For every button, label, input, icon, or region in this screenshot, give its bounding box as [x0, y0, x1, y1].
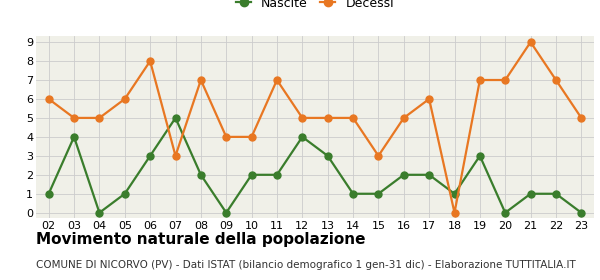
Decessi: [172, 154, 179, 158]
Nascite: [527, 192, 534, 195]
Nascite: [70, 135, 77, 139]
Decessi: [527, 40, 534, 44]
Nascite: [45, 192, 52, 195]
Decessi: [223, 135, 230, 139]
Legend: Nascite, Decessi: Nascite, Decessi: [231, 0, 399, 15]
Nascite: [502, 211, 509, 214]
Decessi: [274, 78, 281, 82]
Decessi: [70, 116, 77, 120]
Decessi: [553, 78, 560, 82]
Decessi: [451, 211, 458, 214]
Nascite: [400, 173, 407, 176]
Nascite: [553, 192, 560, 195]
Decessi: [197, 78, 205, 82]
Decessi: [248, 135, 255, 139]
Line: Nascite: Nascite: [45, 115, 585, 216]
Text: Movimento naturale della popolazione: Movimento naturale della popolazione: [36, 232, 365, 248]
Decessi: [349, 116, 356, 120]
Decessi: [476, 78, 484, 82]
Nascite: [349, 192, 356, 195]
Nascite: [96, 211, 103, 214]
Line: Decessi: Decessi: [45, 39, 585, 216]
Nascite: [425, 173, 433, 176]
Nascite: [451, 192, 458, 195]
Decessi: [96, 116, 103, 120]
Nascite: [121, 192, 128, 195]
Nascite: [197, 173, 205, 176]
Nascite: [223, 211, 230, 214]
Nascite: [172, 116, 179, 120]
Text: COMUNE DI NICORVO (PV) - Dati ISTAT (bilancio demografico 1 gen-31 dic) - Elabor: COMUNE DI NICORVO (PV) - Dati ISTAT (bil…: [36, 260, 576, 270]
Decessi: [324, 116, 331, 120]
Nascite: [375, 192, 382, 195]
Decessi: [502, 78, 509, 82]
Decessi: [400, 116, 407, 120]
Nascite: [476, 154, 484, 158]
Decessi: [578, 116, 585, 120]
Nascite: [274, 173, 281, 176]
Nascite: [299, 135, 306, 139]
Decessi: [45, 97, 52, 101]
Nascite: [578, 211, 585, 214]
Decessi: [375, 154, 382, 158]
Decessi: [299, 116, 306, 120]
Nascite: [146, 154, 154, 158]
Nascite: [324, 154, 331, 158]
Decessi: [121, 97, 128, 101]
Nascite: [248, 173, 255, 176]
Decessi: [146, 59, 154, 63]
Decessi: [425, 97, 433, 101]
